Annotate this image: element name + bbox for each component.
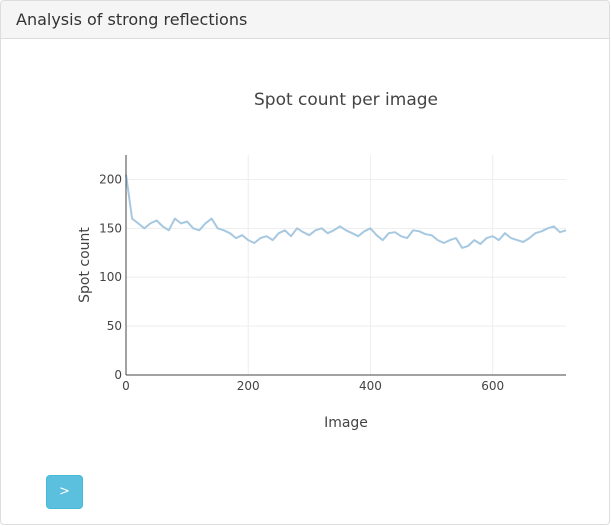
series-layer [125, 174, 567, 249]
y-tick-label: 100 [99, 270, 122, 284]
x-tick-label: 600 [481, 379, 504, 393]
y-tick-label: 200 [99, 172, 122, 186]
y-tick-label: 50 [107, 319, 122, 333]
axis-layer: 0 50 100 150 200 0 200 400 600 [99, 155, 566, 393]
y-tick-label: 150 [99, 221, 122, 235]
x-axis-label: Image [324, 415, 368, 431]
x-tick-label: 200 [237, 379, 260, 393]
panel-title: Analysis of strong reflections [1, 1, 609, 39]
x-tick-label: 400 [359, 379, 382, 393]
y-axis-label: Spot count [77, 227, 93, 303]
chart-title: Spot count per image [254, 90, 438, 110]
grid-layer [126, 155, 566, 375]
x-tick-label: 0 [122, 379, 130, 393]
spot-count-chart: 0 50 100 150 200 0 200 400 600 Spot count per im… [0, 40, 610, 460]
spot-count-series-line [125, 174, 567, 249]
next-button[interactable]: > [46, 475, 83, 509]
y-tick-label: 0 [114, 368, 122, 382]
